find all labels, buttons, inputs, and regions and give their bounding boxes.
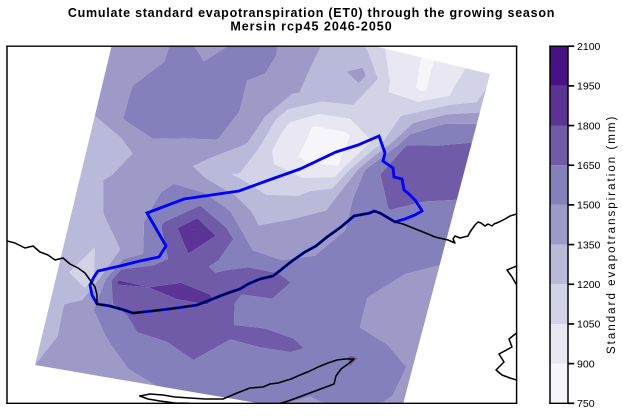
- svg-text:Standard evapotranspiration (m: Standard evapotranspiration (mm): [606, 115, 618, 354]
- svg-text:1650: 1650: [577, 160, 601, 172]
- svg-text:750: 750: [577, 398, 595, 410]
- svg-text:1350: 1350: [577, 239, 601, 251]
- svg-text:Mersin rcp45 2046-2050: Mersin rcp45 2046-2050: [230, 19, 392, 33]
- svg-text:1800: 1800: [577, 120, 601, 132]
- svg-text:1950: 1950: [577, 81, 601, 93]
- svg-text:2100: 2100: [577, 41, 601, 53]
- svg-text:900: 900: [577, 358, 595, 370]
- svg-text:1500: 1500: [577, 200, 601, 212]
- svg-text:1200: 1200: [577, 279, 601, 291]
- svg-text:1050: 1050: [577, 319, 601, 331]
- svg-text:Cumulate standard evapotranspi: Cumulate standard evapotranspiration (ET…: [68, 6, 555, 20]
